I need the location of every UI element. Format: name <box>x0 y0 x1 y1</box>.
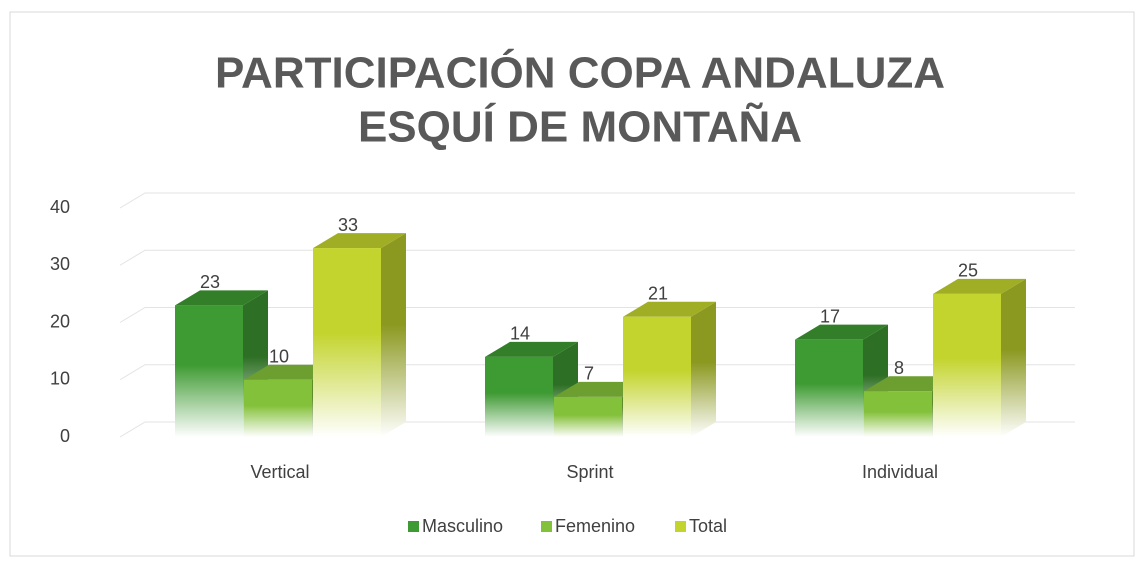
data-label: 25 <box>958 261 978 281</box>
bar-front <box>175 305 243 437</box>
bar-top <box>795 324 888 340</box>
grid-line <box>119 192 1075 209</box>
data-label: 23 <box>200 272 220 292</box>
chart-title: PARTICIPACIÓN COPA ANDALUZA <box>215 48 945 98</box>
data-label: 10 <box>269 347 289 367</box>
grid-line <box>119 421 1075 438</box>
bar <box>313 233 406 437</box>
y-tick-label: 30 <box>50 254 70 274</box>
data-label: 14 <box>510 324 530 344</box>
legend-label: Total <box>689 516 727 536</box>
bar-front <box>313 248 381 437</box>
bar-side <box>691 301 716 437</box>
x-tick-label: Vertical <box>250 462 309 482</box>
grid-line <box>119 249 1075 266</box>
bar-front <box>933 293 1001 437</box>
data-label: 33 <box>338 215 358 235</box>
legend-swatch <box>675 521 686 532</box>
y-tick-label: 20 <box>50 311 70 331</box>
grid-line <box>119 307 1075 323</box>
bar-top <box>175 290 268 306</box>
bar-front <box>864 391 932 437</box>
chart-frame <box>9 11 1135 557</box>
legend-label: Masculino <box>422 516 503 536</box>
legend-swatch <box>541 521 552 532</box>
data-label: 21 <box>648 284 668 304</box>
bar <box>933 278 1026 437</box>
bar-top <box>623 301 716 317</box>
bar <box>175 290 268 437</box>
bar-front <box>244 379 312 437</box>
bar-front <box>623 316 691 437</box>
bar-top <box>933 278 1026 294</box>
bar-side <box>381 233 406 437</box>
legend-label: Femenino <box>555 516 635 536</box>
legend-swatch <box>408 521 419 532</box>
data-label: 7 <box>584 364 594 384</box>
bar-side <box>1001 278 1026 437</box>
data-label: 17 <box>820 306 840 326</box>
chart-title: ESQUÍ DE MONTAÑA <box>358 102 802 152</box>
x-tick-label: Individual <box>862 462 938 482</box>
grid-line <box>119 364 1075 381</box>
bar-front <box>554 396 622 437</box>
bar-top <box>485 341 578 357</box>
data-label: 8 <box>894 358 904 378</box>
y-tick-label: 0 <box>60 426 70 446</box>
bar-top <box>313 233 406 249</box>
bar <box>623 301 716 437</box>
y-tick-label: 10 <box>50 369 70 389</box>
y-tick-label: 40 <box>50 197 70 217</box>
bar-front <box>795 339 863 437</box>
x-tick-label: Sprint <box>566 462 613 482</box>
bar-front <box>485 356 553 437</box>
